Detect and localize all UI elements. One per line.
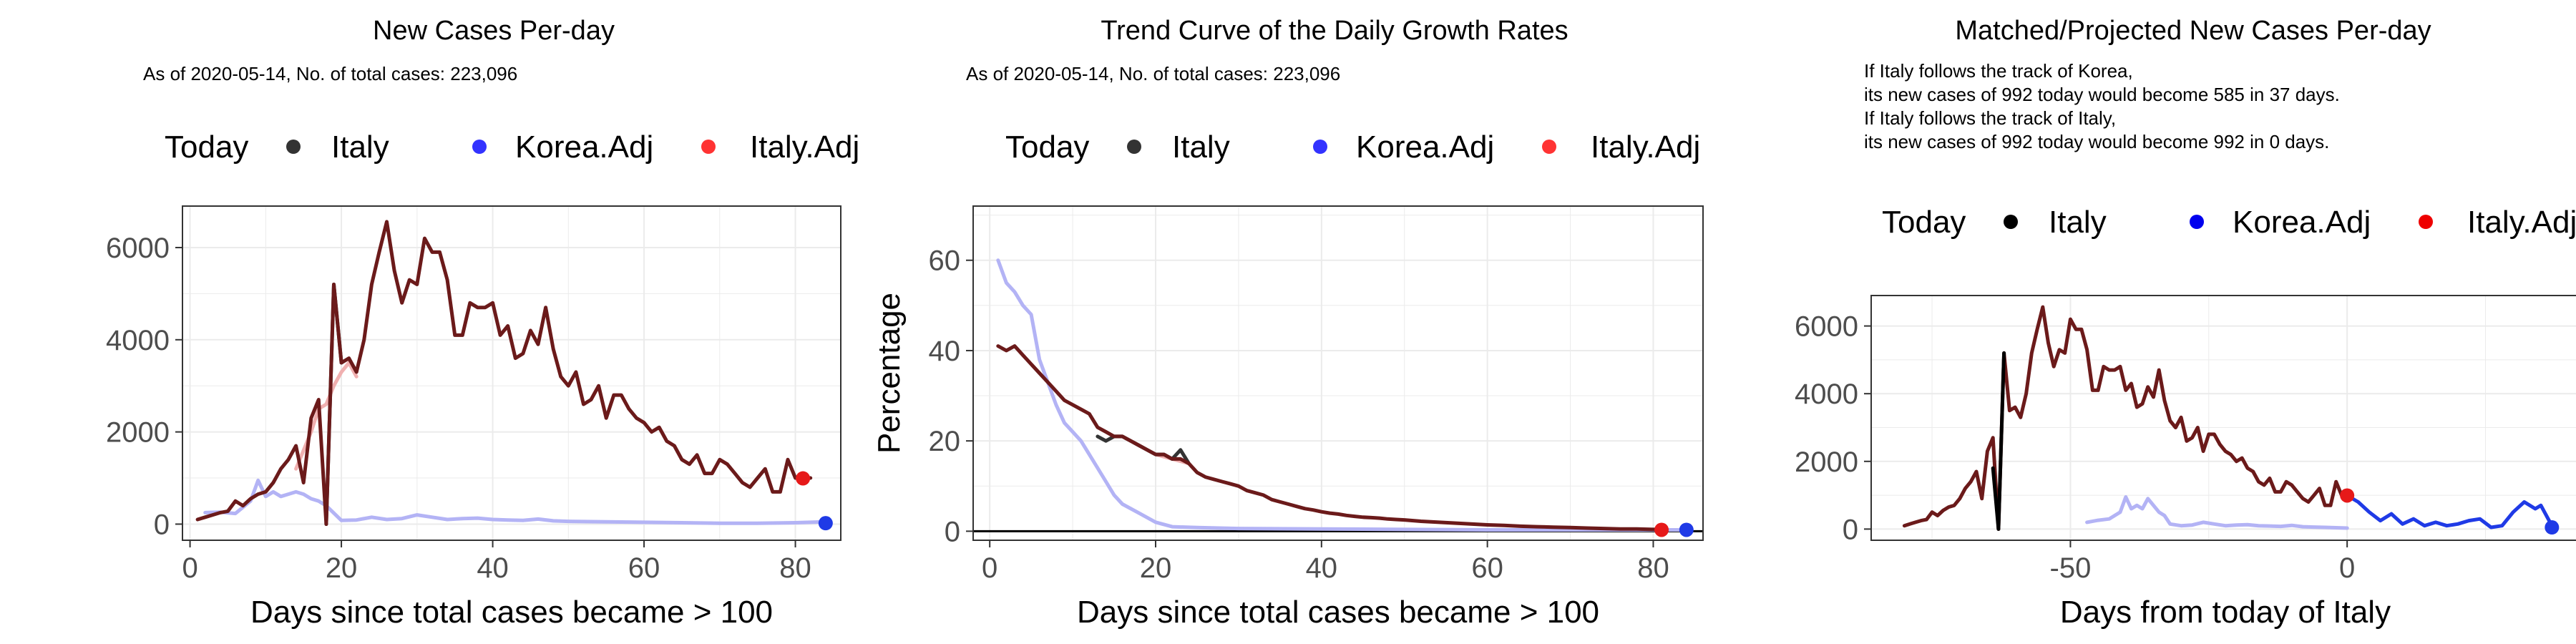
today-point-italy-adj: [2340, 488, 2355, 503]
today-point-italy-adj: [1654, 522, 1669, 537]
y-tick-label: 4000: [1795, 379, 1858, 410]
y-tick-label: 0: [1843, 514, 1858, 545]
legend-title: Today: [1005, 130, 1089, 165]
legend-key: [1313, 140, 1327, 154]
chart-panel-1: New Cases Per-day As of 2020-05-14, No. o…: [106, 16, 859, 630]
y-tick-label: 2000: [106, 417, 170, 449]
chart-subtitle-line: If Italy follows the track of Italy,: [1864, 107, 2116, 129]
y-tick-label: 2000: [1795, 447, 1858, 478]
y-tick-label: 4000: [106, 325, 170, 356]
y-tick-label: 60: [929, 245, 961, 277]
plot-area: [1871, 296, 2576, 540]
series-line-italy: [1991, 351, 2006, 531]
x-tick-label: 60: [1471, 552, 1503, 584]
chart-subtitle-line: its new cases of 992 today would become …: [1864, 131, 2329, 152]
y-tick-label: 6000: [1795, 311, 1858, 343]
legend-label: Italy.Adj: [2467, 205, 2576, 240]
chart-legend: Today Italy Korea.Adj Italy.Adj: [1005, 130, 1700, 165]
legend-label: Italy: [2049, 205, 2107, 240]
series-line-italy-adj: [1902, 305, 2349, 531]
plot-area: [973, 206, 1703, 540]
legend-label: Korea.Adj: [1356, 130, 1494, 165]
x-tick-label: 0: [2339, 552, 2355, 584]
legend-label: Korea.Adj: [2233, 205, 2371, 240]
legend-label: Italy: [1172, 130, 1230, 165]
today-point-korea-adj: [2545, 520, 2560, 535]
x-tick-label: 80: [779, 552, 811, 584]
x-axis-label: Days from today of Italy: [2060, 595, 2391, 630]
x-tick-label: 40: [1306, 552, 1338, 584]
legend-label: Korea.Adj: [515, 130, 653, 165]
x-tick-label: 20: [326, 552, 358, 584]
legend-key: [286, 140, 301, 154]
plot-border: [972, 205, 1704, 541]
plot-border: [1870, 295, 2576, 541]
series-line-italy-adj: [195, 220, 813, 526]
y-tick-label: 40: [929, 336, 961, 367]
legend-key: [472, 140, 487, 154]
chart-legend: Today Italy Korea.Adj Italy.Adj: [165, 130, 859, 165]
x-axis-label: Days since total cases became > 100: [1077, 595, 1599, 630]
y-tick-label: 0: [154, 509, 170, 540]
series-line-italy-adj: [996, 344, 1664, 532]
legend-key: [2190, 215, 2204, 229]
plot-area: [182, 206, 841, 540]
x-tick-label: 60: [628, 552, 660, 584]
legend-key: [1542, 140, 1556, 154]
chart-title: Trend Curve of the Daily Growth Rates: [1101, 16, 1568, 46]
x-tick-label: -50: [2050, 552, 2092, 584]
chart-subtitle-line: If Italy follows the track of Korea,: [1864, 60, 2133, 82]
legend-title: Today: [1882, 205, 1966, 240]
legend-label: Italy.Adj: [1591, 130, 1700, 165]
plot-border: [182, 205, 841, 541]
chart-subtitle-line: its new cases of 992 today would become …: [1864, 84, 2340, 105]
y-tick-label: 20: [929, 426, 961, 457]
series-line-korea-adj: [996, 258, 1689, 532]
chart-subtitle: As of 2020-05-14, No. of total cases: 22…: [143, 63, 517, 84]
chart-title: Matched/Projected New Cases Per-day: [1955, 16, 2431, 46]
today-point-italy-adj: [796, 471, 811, 486]
chart-subtitle: As of 2020-05-14, No. of total cases: 22…: [966, 63, 1340, 84]
chart-title: New Cases Per-day: [373, 16, 615, 46]
x-tick-label: 0: [982, 552, 997, 584]
chart-panel-2: Trend Curve of the Daily Growth Rates As …: [872, 16, 1704, 630]
legend-title: Today: [165, 130, 248, 165]
x-tick-label: 80: [1637, 552, 1669, 584]
legend-key: [701, 140, 716, 154]
legend-label: Italy.Adj: [750, 130, 859, 165]
gridlines: [1871, 296, 2576, 540]
x-tick-label: 40: [477, 552, 509, 584]
y-tick-label: 6000: [106, 233, 170, 264]
legend-key: [2004, 215, 2018, 229]
legend-key: [2419, 215, 2433, 229]
chart-panel-3: Matched/Projected New Cases Per-day If It…: [1795, 16, 2576, 630]
today-point-korea-adj: [1679, 522, 1694, 537]
series-line-korea-adj-projection: [2345, 494, 2554, 530]
y-tick-label: 0: [945, 516, 960, 547]
series-line-korea-adj: [2085, 495, 2349, 530]
legend-key: [1127, 140, 1141, 154]
legend-label: Italy: [331, 130, 389, 165]
x-tick-label: 20: [1140, 552, 1172, 584]
series-line-korea-adj: [203, 478, 828, 525]
x-tick-label: 0: [182, 552, 197, 584]
chart-legend: Today Italy Korea.Adj Italy.Adj: [1882, 205, 2576, 240]
today-point-korea-adj: [818, 516, 833, 531]
y-axis-label: Percentage: [872, 293, 907, 454]
x-axis-label: Days since total cases became > 100: [250, 595, 773, 630]
